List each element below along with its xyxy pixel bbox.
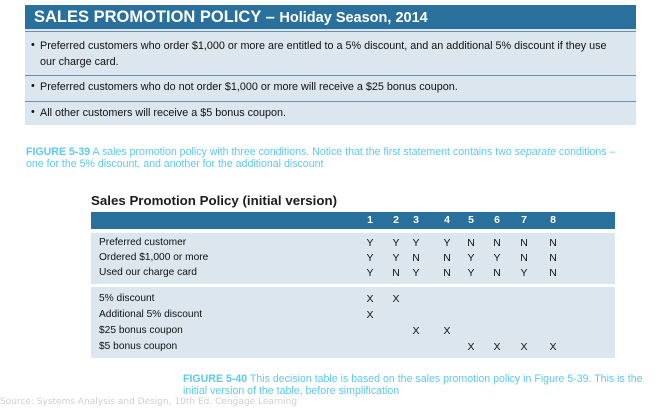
policy-bullet: • All other customers will receive a $5 … bbox=[25, 101, 636, 126]
condition-cell: Y bbox=[467, 252, 475, 264]
condition-cell: N bbox=[443, 267, 451, 279]
rule-number: 3 bbox=[413, 214, 419, 226]
rule-number: 4 bbox=[444, 214, 450, 226]
bullet-icon: • bbox=[31, 39, 35, 51]
policy-box: SALES PROMOTION POLICY – Holiday Season,… bbox=[25, 5, 636, 125]
bullet-icon: • bbox=[31, 80, 35, 92]
condition-cell: Y bbox=[493, 252, 501, 264]
condition-cell: Y bbox=[366, 237, 374, 249]
condition-label: Preferred customer bbox=[99, 237, 187, 248]
condition-cell: Y bbox=[412, 237, 420, 249]
actions-section: 5% discount X X Additional 5% discount X $25 … bbox=[91, 287, 615, 358]
condition-cell: N bbox=[493, 267, 501, 279]
condition-label: Used our charge card bbox=[99, 267, 197, 278]
caption-text: A sales promotion policy with three cond… bbox=[90, 146, 515, 158]
action-cell: X bbox=[520, 341, 528, 353]
rule-number: 6 bbox=[494, 214, 500, 226]
condition-cell: N bbox=[549, 252, 557, 264]
condition-cell: N bbox=[467, 237, 475, 249]
action-label: $5 bonus coupon bbox=[99, 341, 178, 352]
policy-bullet: • Preferred customers who do not order $… bbox=[25, 75, 636, 100]
caption-emphasis: separate bbox=[514, 146, 556, 158]
rule-number: 8 bbox=[550, 214, 556, 226]
figure-5-40-caption: FIGURE 5-40 This decision table is based… bbox=[183, 373, 653, 397]
condition-cell: N bbox=[520, 237, 528, 249]
conditions-section: Preferred customer Y Y Y Y N N N N Ordered $1,000… bbox=[91, 233, 615, 284]
figure-label: FIGURE 5-40 bbox=[183, 373, 248, 385]
rule-number: 1 bbox=[367, 214, 373, 226]
policy-bullet: • Preferred customers who order $1,000 o… bbox=[25, 31, 636, 74]
decision-table-header: 1 2 3 4 5 6 7 8 bbox=[91, 212, 615, 229]
condition-cell: Y bbox=[443, 237, 451, 249]
condition-cell: N bbox=[392, 267, 400, 279]
caption-text: This decision table is based on the sale… bbox=[183, 373, 643, 397]
policy-bullet-text: Preferred customers who order $1,000 or … bbox=[40, 40, 607, 68]
action-label: Additional 5% discount bbox=[99, 309, 203, 320]
condition-cell: N bbox=[443, 252, 451, 264]
action-cell: X bbox=[366, 309, 374, 321]
decision-table-title: Sales Promotion Policy (initial version) bbox=[91, 193, 338, 208]
condition-cell: Y bbox=[366, 252, 374, 264]
action-cell: X bbox=[467, 341, 475, 353]
policy-bullet-text: Preferred customers who do not order $1,… bbox=[40, 81, 458, 93]
rule-number: 7 bbox=[521, 214, 527, 226]
policy-title-main: SALES PROMOTION POLICY – bbox=[34, 8, 275, 26]
action-cell: X bbox=[443, 325, 451, 337]
condition-cell: Y bbox=[366, 267, 374, 279]
condition-cell: N bbox=[493, 237, 501, 249]
rule-number: 5 bbox=[468, 214, 474, 226]
rule-number: 2 bbox=[393, 214, 399, 226]
action-label: 5% discount bbox=[99, 293, 155, 304]
figure-label: FIGURE 5-39 bbox=[26, 146, 91, 158]
action-cell: X bbox=[493, 341, 501, 353]
policy-subtitle: Holiday Season, 2014 bbox=[279, 10, 428, 26]
condition-cell: Y bbox=[392, 252, 400, 264]
condition-cell: Y bbox=[520, 267, 528, 279]
figure-5-39-caption: FIGURE 5-39 A sales promotion policy wit… bbox=[26, 146, 626, 170]
caption-text: conditions – one for the 5% discount, an… bbox=[26, 146, 616, 170]
condition-cell: N bbox=[549, 237, 557, 249]
action-cell: X bbox=[412, 325, 420, 337]
policy-title: SALES PROMOTION POLICY – Holiday Season,… bbox=[34, 8, 428, 27]
bullet-icon: • bbox=[31, 106, 35, 118]
source-note: Source: Systems Analysis and Design, 10t… bbox=[0, 397, 298, 407]
policy-bullet-text: All other customers will receive a $5 bo… bbox=[40, 107, 287, 119]
action-cell: X bbox=[392, 293, 400, 305]
policy-title-bar: SALES PROMOTION POLICY – Holiday Season,… bbox=[25, 5, 636, 29]
condition-cell: Y bbox=[412, 267, 420, 279]
condition-cell: N bbox=[520, 252, 528, 264]
action-label: $25 bonus coupon bbox=[99, 325, 183, 336]
condition-cell: N bbox=[412, 252, 420, 264]
action-cell: X bbox=[366, 293, 374, 305]
action-cell: X bbox=[549, 341, 557, 353]
condition-cell: N bbox=[549, 267, 557, 279]
condition-label: Ordered $1,000 or more bbox=[99, 252, 209, 263]
condition-cell: Y bbox=[467, 267, 475, 279]
condition-cell: Y bbox=[392, 237, 400, 249]
